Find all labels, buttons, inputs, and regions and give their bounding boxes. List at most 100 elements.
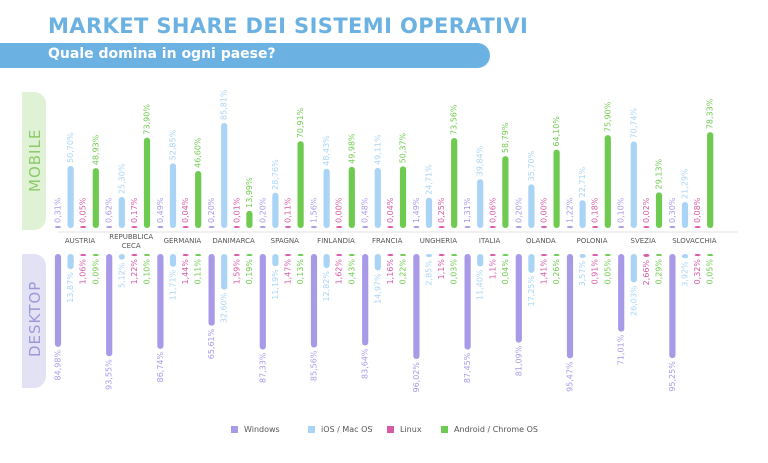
mobile-label-android-spagna: 70,91% (296, 107, 305, 138)
mobile-bar-windows-austria (54, 226, 62, 228)
desktop-bar-windows-ungheria (413, 254, 420, 359)
desktop-bar-linux-slovacchia (694, 254, 701, 256)
legend-item-ios: iOS / Mac OS (308, 425, 373, 439)
desktop-label-ios-olanda: 17,25% (527, 275, 536, 306)
desktop-bar-android-svezia (655, 254, 663, 256)
desktop-bar-ios-francia (374, 254, 381, 271)
mobile-label-windows-danimarca: 0,20% (207, 197, 216, 223)
desktop-bar-linux-italia (489, 254, 496, 256)
desktop-bar-linux-francia (387, 254, 394, 256)
mobile-bar-android-svezia (655, 192, 663, 228)
mobile-bar-windows-ungheria (413, 226, 420, 228)
desktop-bar-ios-repubblica-ceca (118, 254, 125, 260)
desktop-bar-linux-austria (80, 254, 87, 256)
mobile-label-linux-slovacchia: 0,08% (693, 197, 702, 223)
mobile-label-windows-spagna: 0,20% (258, 197, 267, 223)
mobile-bar-android-finlandia (348, 166, 355, 228)
desktop-bar-linux-germania (182, 254, 189, 256)
mobile-bar-linux-finlandia (336, 226, 343, 228)
desktop-bar-linux-danimarca (233, 254, 240, 256)
desktop-bar-android-slovacchia (707, 254, 714, 256)
mobile-label-linux-danimarca: 0,01% (232, 197, 241, 223)
desktop-label-android-spagna: 0,13% (296, 259, 305, 285)
mobile-bar-windows-svezia (618, 226, 625, 228)
desktop-bar-ios-ungheria (425, 254, 433, 258)
mobile-bar-android-ungheria (451, 137, 458, 228)
mobile-label-linux-ungheria: 0,25% (437, 197, 446, 223)
desktop-label-windows-repubblica-ceca: 93,55% (105, 359, 114, 390)
desktop-label-ios-polonia: 3,57% (578, 261, 587, 287)
desktop-label-ios-italia: 11,40% (476, 269, 485, 300)
desktop-bar-windows-repubblica-ceca (106, 254, 113, 357)
mobile-bar-android-germania (195, 170, 202, 228)
desktop-bar-linux-ungheria (438, 254, 445, 256)
mobile-bar-linux-svezia (643, 226, 650, 228)
desktop-label-linux-italia: 1,1% (488, 259, 497, 280)
desktop-label-android-repubblica-ceca: 0,10% (143, 259, 152, 285)
desktop-label-android-svezia: 0,29% (655, 259, 664, 285)
desktop-label-windows-spagna: 87,33% (258, 352, 267, 383)
desktop-section-pill (22, 254, 46, 388)
mobile-label-windows-polonia: 1,22% (566, 197, 575, 223)
mobile-label-android-polonia: 75,90% (603, 101, 612, 132)
desktop-label-android-ungheria: 0,03% (450, 259, 459, 285)
mobile-label-windows-ungheria: 1,49% (412, 197, 421, 223)
mobile-label-linux-finlandia: 0,00% (335, 197, 344, 223)
title-band-bg (0, 0, 490, 43)
desktop-bar-linux-finlandia (336, 254, 343, 256)
mobile-label-linux-austria: 0,05% (79, 197, 88, 223)
mobile-label-android-olanda: 64,10% (552, 116, 561, 147)
country-label-francia: FRANCIA (372, 237, 403, 245)
desktop-label-android-danimarca: 0,19% (245, 259, 254, 285)
desktop-label-linux-olanda: 1,41% (540, 259, 549, 285)
mobile-bar-android-austria (92, 168, 99, 228)
mobile-label-ios-francia: 49,11% (373, 134, 382, 165)
mobile-bar-windows-slovacchia (669, 226, 676, 228)
legend-item-android: Android / Chrome OS (441, 425, 538, 439)
mobile-bar-ios-ungheria (425, 197, 433, 228)
mobile-bar-linux-ungheria (438, 226, 445, 228)
mobile-label-ios-ungheria: 24,71% (425, 164, 434, 195)
desktop-label-linux-spagna: 1,47% (284, 259, 293, 285)
mobile-bar-windows-polonia (566, 226, 574, 228)
desktop-label-ios-repubblica-ceca: 5,12% (117, 262, 126, 288)
desktop-bar-linux-spagna (284, 254, 292, 256)
mobile-bar-ios-finlandia (323, 168, 330, 228)
desktop-bar-android-olanda (553, 254, 560, 256)
desktop-label-linux-francia: 1,16% (386, 259, 395, 285)
mobile-bar-windows-germania (157, 226, 164, 228)
desktop-label-windows-finlandia: 85,56% (310, 350, 319, 381)
mobile-bar-linux-italia (489, 226, 496, 228)
mobile-bar-windows-finlandia (310, 226, 318, 228)
mobile-bar-ios-olanda (528, 184, 535, 228)
country-label-danimarca: DANIMARCA (212, 237, 255, 245)
country-label-repubblica-ceca-line1: REPUBBLICA (109, 233, 153, 241)
desktop-bar-android-germania (195, 254, 202, 256)
desktop-bar-android-francia (399, 254, 407, 256)
mobile-bar-ios-danimarca (221, 123, 228, 228)
country-label-finlandia: FINLANDIA (317, 237, 355, 245)
legend-label-android: Android / Chrome OS (454, 425, 539, 434)
desktop-bar-android-repubblica-ceca (143, 254, 151, 256)
desktop-label-linux-repubblica-ceca: 1,22% (130, 259, 139, 285)
desktop-bar-android-austria (92, 254, 99, 256)
mobile-label-windows-francia: 0,48% (361, 197, 370, 223)
mobile-bar-android-slovacchia (707, 132, 714, 228)
mobile-bar-ios-repubblica-ceca (118, 197, 125, 228)
desktop-label-ios-danimarca: 32,60% (220, 292, 229, 323)
mobile-label-ios-finlandia: 48,43% (322, 135, 331, 166)
mobile-label-ios-italia: 39,84% (476, 145, 485, 176)
legend-swatch-ios (308, 426, 315, 433)
mobile-bar-android-danimarca (246, 210, 253, 228)
desktop-label-linux-ungheria: 1,1% (437, 259, 446, 280)
mobile-label-ios-germania: 52,85% (169, 129, 178, 160)
mobile-label-linux-repubblica-ceca: 0,17% (130, 197, 139, 223)
mobile-bar-android-repubblica-ceca (143, 137, 151, 228)
mobile-label-android-austria: 48,93% (91, 134, 100, 165)
mobile-bar-windows-danimarca (208, 226, 215, 228)
desktop-label-linux-svezia: 2,66% (642, 260, 651, 286)
mobile-label-android-slovacchia: 78,33% (706, 98, 715, 129)
mobile-label-windows-olanda: 0,20% (514, 197, 523, 223)
desktop-label-ios-francia: 14,97% (373, 273, 382, 304)
